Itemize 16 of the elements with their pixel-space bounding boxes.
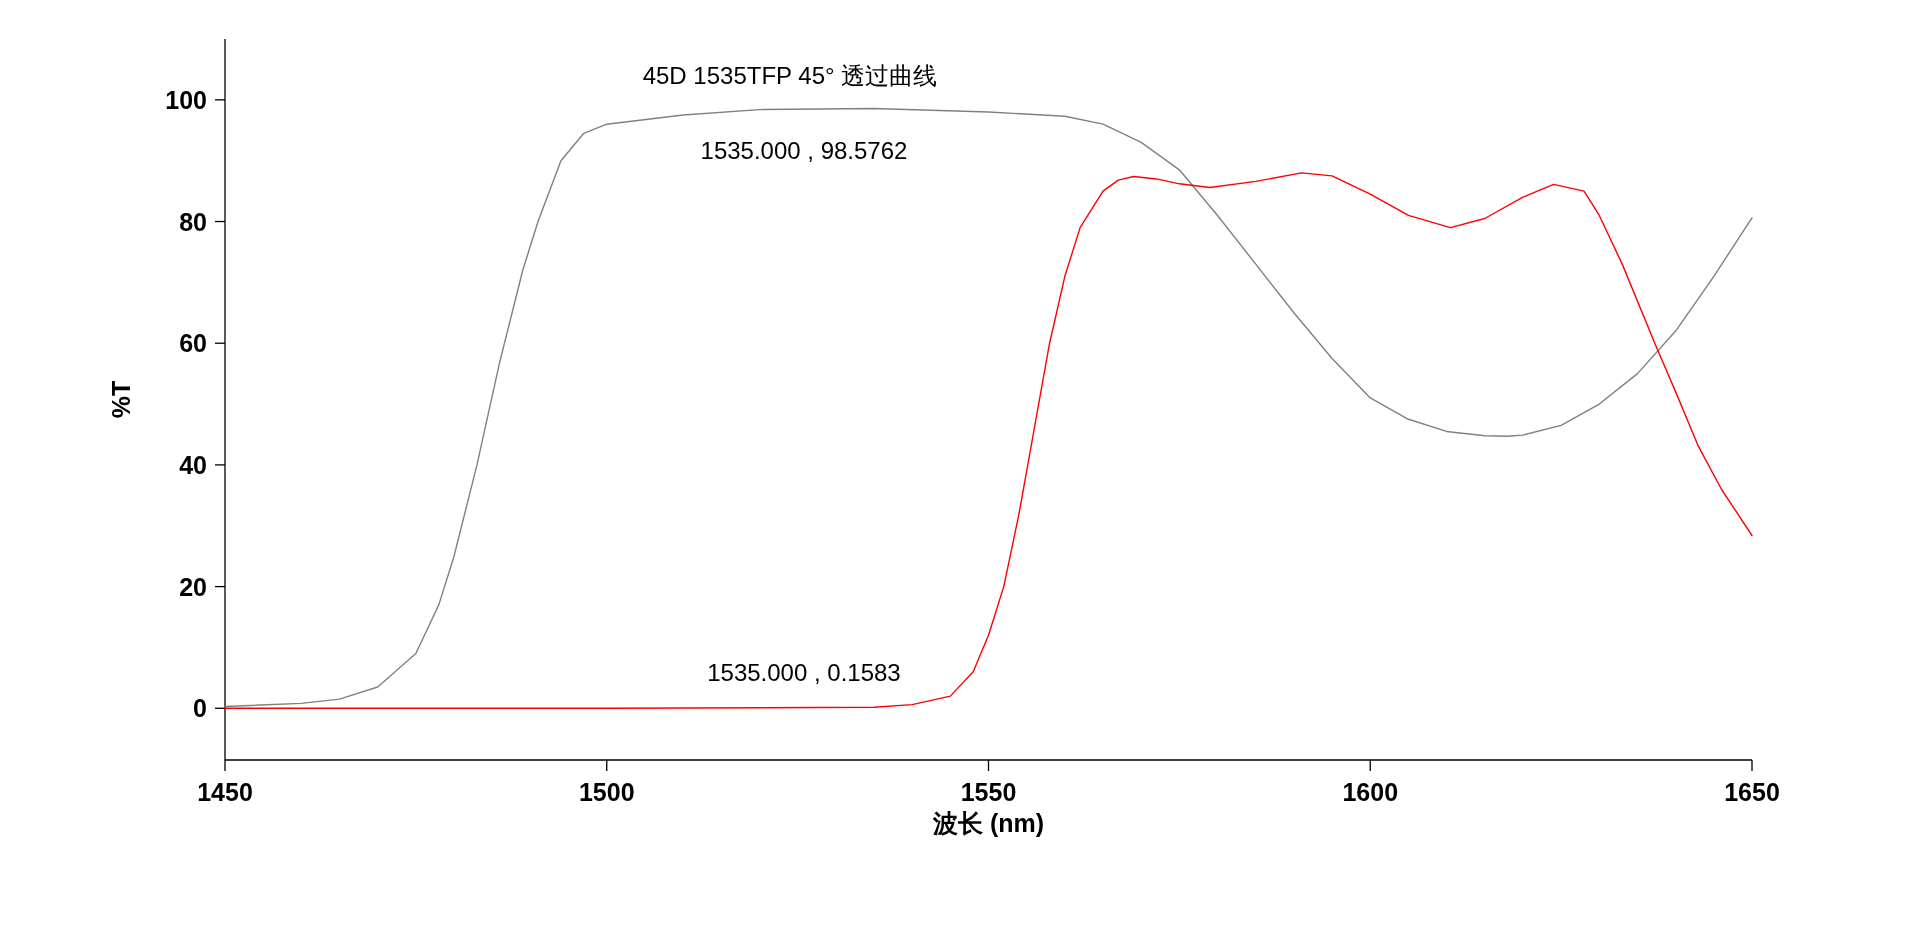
y-tick-label: 100 [165,85,207,114]
y-tick-label: 80 [179,207,207,236]
y-tick-label: 40 [179,450,207,479]
x-tick-label: 1450 [197,778,253,806]
y-axis-title: %T [107,380,135,419]
x-tick-label: 1500 [578,778,635,806]
annotation: 1535.000 , 98.5762 [700,136,908,164]
y-tick-label: 0 [193,694,207,723]
x-tick-label: 1650 [1724,778,1780,806]
x-tick-label: 1550 [960,778,1017,806]
annotation: 1535.000 , 0.1583 [707,659,901,687]
x-axis-title: 波长 (nm) [931,809,1045,837]
text: 45D 1535TFP 45° 透过曲线 [642,62,938,89]
y-tick-label: 20 [179,572,207,601]
y-tick-label: 60 [179,329,207,358]
x-tick-label: 1600 [1342,778,1399,806]
